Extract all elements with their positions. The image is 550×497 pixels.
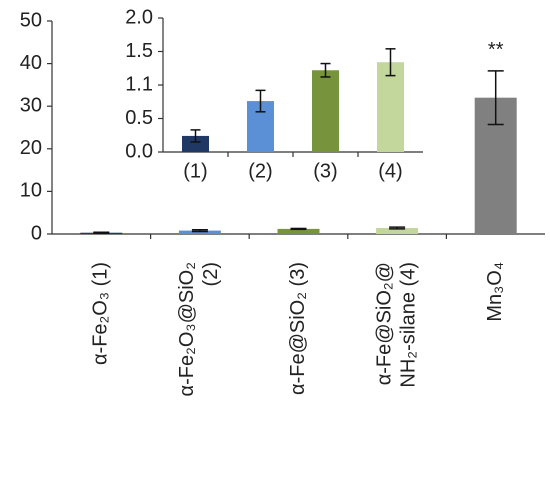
bar xyxy=(376,228,419,234)
bar xyxy=(178,230,221,234)
y-tick-label: 0 xyxy=(31,222,42,244)
x-tick-label: α-Fe@SiO₂@ xyxy=(373,262,395,385)
x-tick-label: α-Fe@SiO₂ (3) xyxy=(287,262,309,395)
y-tick-label: 40 xyxy=(20,52,42,74)
y-tick-label: 20 xyxy=(20,137,42,159)
x-tick-label: NH₂-silane (4) xyxy=(397,262,419,388)
y-tick-label: 0.5 xyxy=(125,107,153,129)
y-tick-label: 1.5 xyxy=(125,40,153,62)
y-tick-label: 30 xyxy=(20,94,42,116)
x-tick-label: (1) xyxy=(183,160,207,182)
x-tick-label: (3) xyxy=(313,160,337,182)
y-tick-label: 10 xyxy=(20,180,42,202)
x-tick-label: (2) xyxy=(248,160,272,182)
x-tick-label: α-Fe₂O₃@SiO₂ xyxy=(176,262,198,396)
y-tick-label: 50 xyxy=(20,9,42,31)
x-tick-label: (4) xyxy=(378,160,402,182)
x-tick-label: α-Fe₂O₃ (1) xyxy=(90,262,112,365)
y-tick-label: 0.0 xyxy=(125,140,153,162)
bar xyxy=(377,62,404,152)
y-tick-label: 1.1 xyxy=(125,73,153,95)
bar xyxy=(312,70,339,152)
y-tick-label: 2.0 xyxy=(125,6,153,28)
x-tick-label: (2) xyxy=(200,262,222,286)
bar xyxy=(277,228,320,234)
annotation: ** xyxy=(488,39,504,61)
x-tick-label: Mn₃O₄ xyxy=(484,262,506,322)
bar xyxy=(182,135,209,152)
